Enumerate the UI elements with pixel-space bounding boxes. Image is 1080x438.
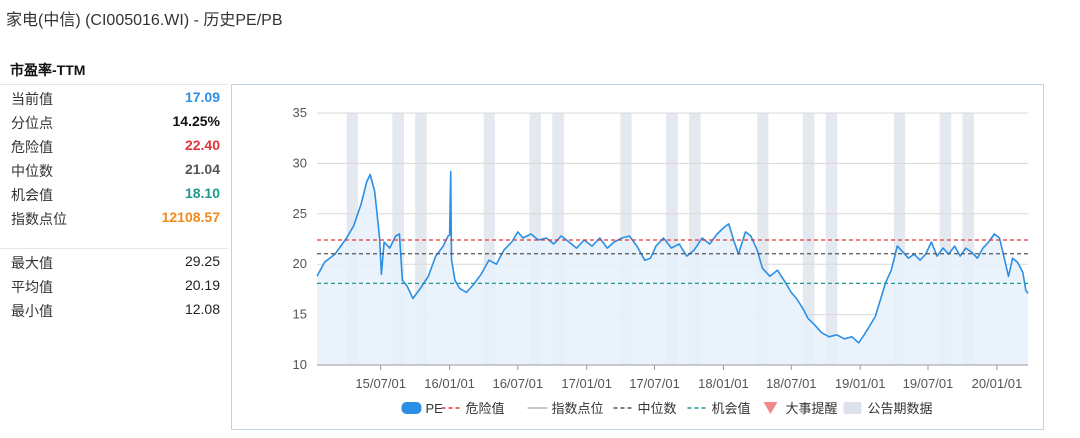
legend-label: PE [426, 401, 444, 416]
section-title: 市盈率-TTM [10, 62, 86, 78]
stat-row: 当前值 17.09 [0, 85, 228, 109]
stat-label: 平均值 [11, 279, 53, 295]
range-stats-panel: 最大值 29.25 平均值 20.19 最小值 12.08 [0, 248, 228, 321]
legend-item[interactable]: 中位数 [613, 401, 677, 416]
legend-item[interactable]: PE [401, 401, 444, 416]
x-tick-label: 19/07/01 [903, 376, 954, 391]
x-tick-label: 15/07/01 [355, 376, 406, 391]
report-period-shade [802, 113, 815, 365]
page-title: 家电(中信) (CI005016.WI) - 历史PE/PB [6, 12, 283, 29]
stat-value: 21.04 [184, 161, 220, 177]
legend-label: 危险值 [466, 401, 505, 416]
stat-label: 危险值 [11, 139, 53, 155]
stat-label: 中位数 [11, 163, 53, 179]
stat-label: 最小值 [11, 303, 53, 319]
report-period-shade [962, 113, 975, 365]
x-tick-label: 19/01/01 [835, 376, 886, 391]
stat-value: 18.10 [184, 185, 220, 201]
x-tick-label: 16/07/01 [492, 376, 543, 391]
report-period-shade [666, 113, 678, 365]
x-tick-label: 18/01/01 [698, 376, 749, 391]
y-tick-label: 30 [293, 155, 307, 170]
y-tick-label: 35 [293, 105, 307, 120]
stat-value: 17.09 [184, 89, 220, 105]
pe-area [317, 171, 1028, 365]
legend-block-icon [843, 402, 862, 414]
stat-value: 29.25 [184, 253, 220, 269]
report-period-shade [757, 113, 769, 365]
pe-chart-svg[interactable]: 10 15 20 25 30 35 15/07/01 16/01/01 16/07/01 17/0… [232, 85, 1043, 429]
stat-row: 平均值 20.19 [0, 273, 228, 297]
current-stats-panel: 当前值 17.09 分位点 14.25% 危险值 22.40 中位数 21.04 机会值 18.1… [0, 84, 228, 229]
stat-row: 最小值 12.08 [0, 297, 228, 321]
report-period-shade [939, 113, 952, 365]
y-tick-label: 25 [293, 206, 307, 221]
stat-row: 机会值 18.10 [0, 181, 228, 205]
pe-line [316, 170, 1029, 344]
stat-label: 机会值 [11, 187, 53, 203]
stat-label: 分位点 [11, 115, 53, 131]
stat-value: 14.25% [172, 113, 220, 129]
stat-row: 分位点 14.25% [0, 109, 228, 133]
legend-pe-icon [401, 402, 422, 414]
x-tick-label: 17/01/01 [561, 376, 612, 391]
legend-label: 公告期数据 [868, 401, 933, 416]
legend-item[interactable]: 危险值 [441, 401, 505, 416]
report-period-shade [415, 113, 427, 365]
stat-value: 20.19 [184, 277, 220, 293]
stat-label: 当前值 [11, 91, 53, 107]
legend-item[interactable]: 指数点位 [527, 401, 604, 416]
x-tick-label: 18/07/01 [766, 376, 817, 391]
legend-label: 中位数 [638, 401, 677, 416]
pe-chart[interactable]: 10 15 20 25 30 35 15/07/01 16/01/01 16/07/01 17/0… [231, 84, 1044, 430]
stat-row: 中位数 21.04 [0, 157, 228, 181]
stat-value: 12.08 [184, 301, 220, 317]
y-tick-label: 15 [293, 307, 307, 322]
stat-row: 最大值 29.25 [0, 249, 228, 273]
stat-value: 12108.57 [161, 209, 220, 225]
stat-label: 指数点位 [11, 211, 67, 227]
legend-triangle-icon [763, 402, 778, 414]
stat-label: 最大值 [11, 255, 53, 271]
x-tick-label: 20/01/01 [972, 376, 1023, 391]
x-tick-label: 17/07/01 [629, 376, 680, 391]
y-tick-label: 10 [293, 357, 307, 372]
x-tick-label: 16/01/01 [424, 376, 475, 391]
stat-row: 危险值 22.40 [0, 133, 228, 157]
legend-item[interactable]: 大事提醒 [763, 401, 838, 416]
legend-label: 大事提醒 [786, 401, 838, 416]
report-period-shade [483, 113, 495, 365]
legend-item[interactable]: 公告期数据 [843, 401, 933, 416]
legend-item[interactable]: 机会值 [687, 401, 751, 416]
legend-label: 指数点位 [552, 401, 604, 416]
report-period-shade [688, 113, 701, 365]
y-tick-label: 20 [293, 256, 307, 271]
report-period-shade [893, 113, 906, 365]
report-period-shade [825, 113, 838, 365]
stat-row: 指数点位 12108.57 [0, 205, 228, 229]
stat-value: 22.40 [184, 137, 220, 153]
legend-label: 机会值 [712, 401, 751, 416]
